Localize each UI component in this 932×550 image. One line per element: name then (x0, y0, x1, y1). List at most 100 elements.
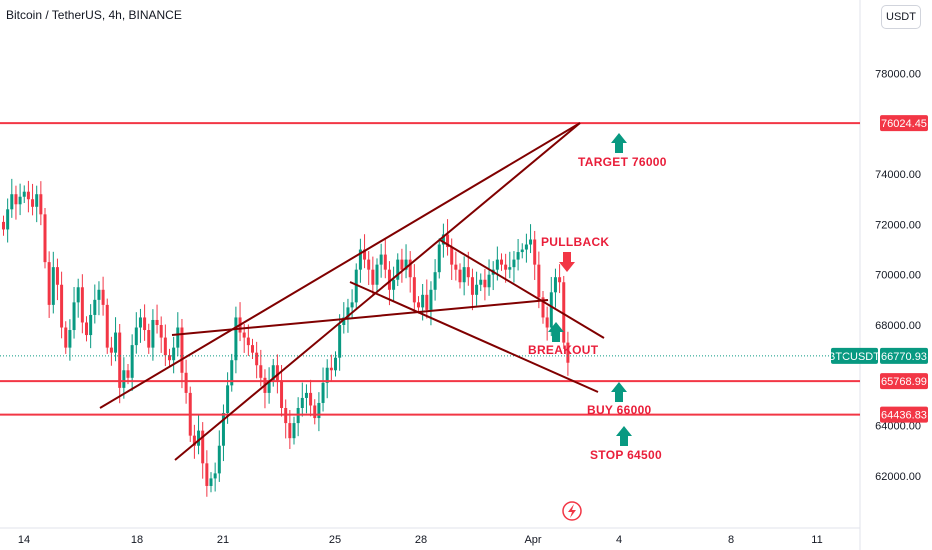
annotation-target[interactable]: TARGET 76000 (578, 155, 667, 169)
candle-body (358, 249, 362, 270)
level-price-tag (880, 373, 928, 390)
annotation-pullback[interactable]: PULLBACK (541, 235, 609, 249)
annotation-buy[interactable]: BUY 66000 (587, 403, 652, 417)
candlestick-series (2, 178, 570, 497)
candle-body (354, 269, 358, 303)
lightning-icon (562, 501, 582, 521)
candle-body (483, 279, 487, 288)
candle-body (487, 274, 491, 288)
candle-body (441, 234, 445, 245)
candle-body (184, 372, 188, 393)
candle-body (304, 392, 308, 398)
candle-body (209, 478, 213, 486)
candle-body (549, 292, 553, 328)
price-axis[interactable]: 78000.00 74000.00 72000.00 70000.00 68000.00… (875, 69, 921, 483)
symbol-label: BTCUSDT (828, 351, 880, 363)
candle-body (47, 262, 51, 305)
candle-body (43, 214, 47, 263)
trendline-channel-upper[interactable] (439, 239, 605, 339)
candle-body (454, 264, 458, 270)
candle-body (31, 199, 35, 207)
candle-body (408, 259, 412, 278)
annotation-breakout[interactable]: BREAKOUT (528, 343, 599, 357)
arrow-up-buy-icon[interactable] (611, 382, 627, 402)
candle-body (168, 355, 171, 361)
candle-body (545, 317, 549, 328)
candle-body (138, 317, 142, 328)
candle-body (114, 332, 118, 353)
candle-body (105, 304, 109, 348)
level-price-tag (880, 406, 928, 423)
price-tick-label: 62000.00 (875, 471, 921, 483)
candle-body (375, 264, 379, 285)
price-tick-label: 70000.00 (875, 270, 921, 282)
candle-body (118, 332, 122, 388)
currency-selector-button[interactable]: USDT (881, 5, 921, 29)
level-price-label: 65768.99 (881, 376, 927, 388)
candle-body (259, 365, 263, 378)
trendline-rising-wedge-upper[interactable] (99, 122, 581, 409)
candle-body (76, 287, 80, 303)
trendline-horizontal-resistance[interactable] (171, 299, 549, 336)
candle-body (251, 345, 254, 353)
candle-body (446, 234, 450, 248)
candle-body (205, 463, 209, 486)
symbol-tag (831, 347, 878, 364)
candle-body (201, 430, 205, 464)
candle-body (6, 209, 10, 230)
candle-body (379, 254, 383, 265)
trendline-drawings[interactable] (99, 122, 605, 461)
candle-body (14, 194, 18, 205)
candle-body (267, 380, 271, 393)
time-axis[interactable]: 14 18 21 25 28 Apr 4 8 11 (18, 534, 823, 546)
candle-body (329, 367, 333, 371)
candle-body (533, 239, 537, 265)
candle-body (504, 264, 508, 270)
candle-body (64, 327, 68, 348)
candle-body (562, 282, 566, 343)
price-tick-label: 72000.00 (875, 219, 921, 231)
time-tick-label: 18 (131, 534, 143, 546)
arrow-up-target-icon[interactable] (611, 133, 627, 153)
candle-body (342, 317, 346, 325)
candle-body (163, 337, 167, 356)
price-tick-label: 78000.00 (875, 69, 921, 81)
candle-body (300, 397, 304, 408)
candle-body (321, 382, 325, 403)
candle-body (412, 277, 416, 303)
candle-body (55, 267, 59, 285)
candle-body (338, 325, 342, 358)
candle-body (213, 473, 217, 479)
candle-body (367, 259, 371, 270)
candle-body (325, 367, 329, 383)
candle-body (288, 423, 292, 439)
current-price-tag (880, 347, 928, 364)
candle-body (334, 357, 337, 371)
candle-body (433, 272, 437, 290)
candle-body (404, 259, 408, 270)
trendline-channel-lower[interactable] (349, 281, 599, 393)
candle-body (383, 254, 387, 270)
candle-body (363, 249, 367, 260)
candle-body (134, 327, 138, 346)
annotation-stop[interactable]: STOP 64500 (590, 448, 662, 462)
arrow-down-pullback-icon[interactable] (559, 252, 575, 272)
price-tick-label: 68000.00 (875, 320, 921, 332)
candle-body (89, 314, 93, 336)
candle-body (425, 294, 429, 310)
candle-body (230, 360, 234, 386)
candle-body (516, 252, 520, 260)
candle-body (275, 365, 279, 381)
candle-body (176, 327, 180, 348)
candle-body (172, 347, 176, 361)
candle-body (437, 244, 441, 273)
candle-body (508, 267, 512, 270)
trendline-rising-wedge-lower[interactable] (174, 122, 581, 461)
candle-body (60, 284, 64, 328)
arrow-up-stop-icon[interactable] (616, 426, 632, 446)
arrow-up-breakout-icon[interactable] (548, 322, 564, 342)
candle-body (475, 284, 479, 295)
candle-body (217, 445, 221, 474)
candle-body (309, 392, 313, 406)
